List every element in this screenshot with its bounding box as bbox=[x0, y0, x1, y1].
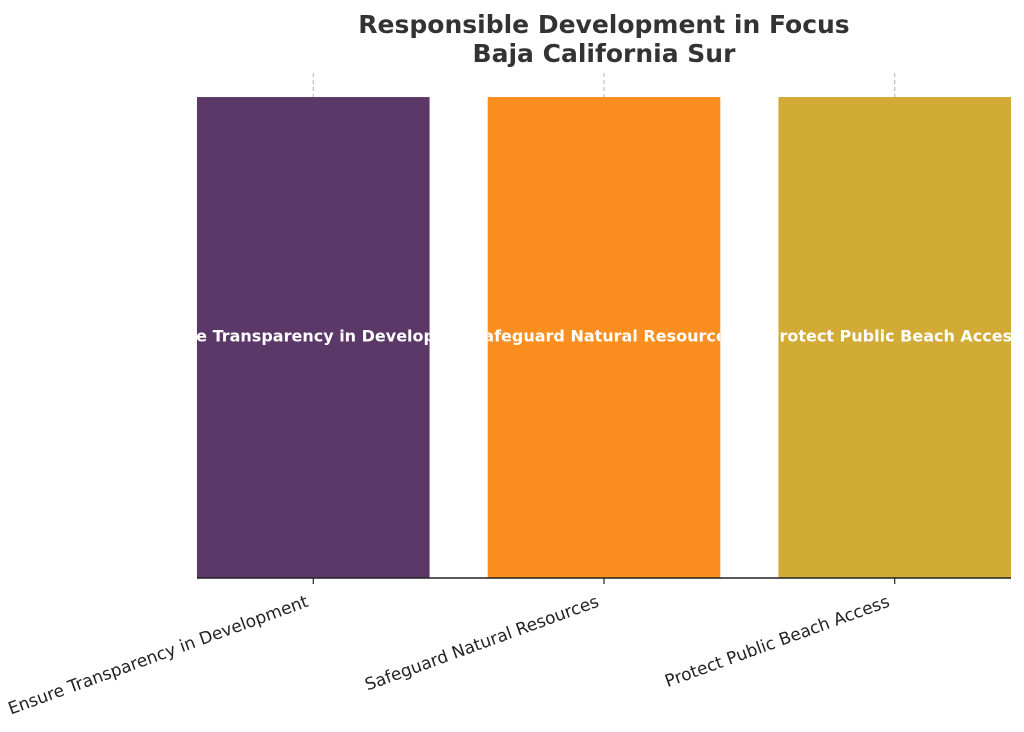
bar-2 bbox=[778, 97, 1011, 579]
bar-label-0: Ensure Transparency in Development bbox=[145, 327, 482, 346]
bars bbox=[197, 97, 1011, 579]
bar-labels: Ensure Transparency in DevelopmentSafegu… bbox=[145, 327, 1022, 346]
bar-label-2: Protect Public Beach Access bbox=[768, 327, 1022, 346]
x-tick-label-0: Ensure Transparency in Development bbox=[6, 592, 312, 720]
bar-0 bbox=[197, 97, 430, 579]
chart-title: Responsible Development in Focus bbox=[358, 10, 849, 39]
x-tick-label-2: Protect Public Beach Access bbox=[662, 592, 892, 692]
chart-subtitle: Baja California Sur bbox=[473, 39, 737, 68]
x-axis-ticks: Ensure Transparency in Development Safegu… bbox=[6, 578, 896, 720]
x-tick-label-1: Safeguard Natural Resources bbox=[362, 592, 601, 695]
bar-1 bbox=[487, 97, 721, 579]
bar-label-1: Safeguard Natural Resources bbox=[472, 327, 736, 346]
